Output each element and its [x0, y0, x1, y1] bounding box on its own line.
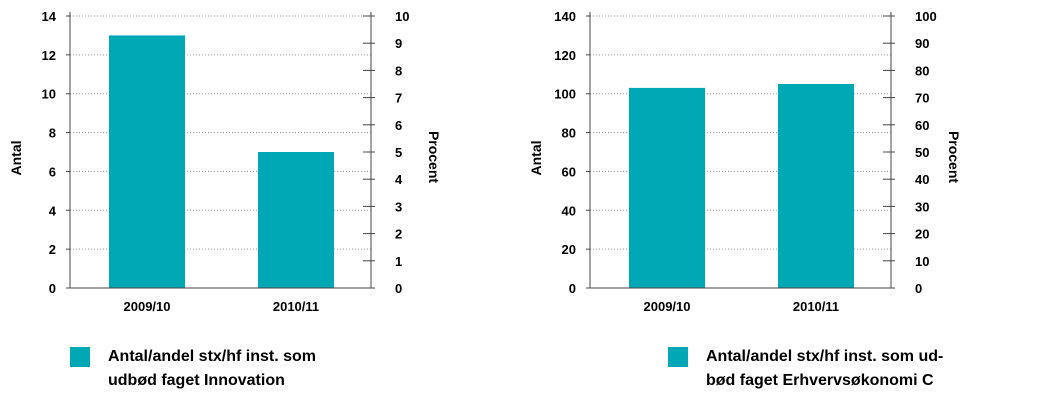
chart-innovation: 0 2 4 6 8 10 12 14 0 1 2 3 4 5 6 7 8 9 10 2009/10 2010/11 Ant…: [0, 0, 520, 330]
legend-innovation: Antal/andel stx/hf inst. som udbød faget…: [70, 345, 316, 393]
c1-y-axis-title: Antal: [528, 141, 544, 176]
c0-y2-tick-label: 0: [395, 281, 402, 296]
c0-y-tick-label: 4: [49, 203, 57, 218]
c1-y2-tick-label: 50: [915, 145, 929, 160]
c0-y-axis-title: Antal: [8, 141, 24, 176]
legend-text-erhvervsokonomi: Antal/andel stx/hf inst. som ud- bød fag…: [706, 345, 943, 393]
c1-y-tick-label: 80: [562, 126, 576, 141]
c1-y2-tick-label: 90: [915, 36, 929, 51]
c1-y2-axis-title: Procent: [946, 131, 962, 183]
c1-y-tick-label: 20: [562, 242, 576, 257]
legend-line-1: Antal/andel stx/hf inst. som ud-: [706, 348, 944, 365]
chart-erhvervsokonomi-svg: 0 20 40 60 80 100 120 140 0 10 20 30 40 50 60 70 80 90 100…: [528, 9, 962, 314]
c0-y2-axis-title: Procent: [426, 131, 442, 183]
c0-y2-tick-label: 10: [395, 9, 409, 24]
c1-y2-tick-label: 40: [915, 172, 929, 187]
c1-y-tick-label: 0: [569, 281, 576, 296]
c1-x-tick-label: 2010/11: [793, 299, 839, 314]
c0-y2-tick-label: 5: [395, 145, 402, 160]
legend-swatch-innovation: [70, 347, 90, 367]
c0-bar-2009-10: [109, 35, 185, 288]
c1-y2-tick-label: 0: [915, 281, 922, 296]
c1-y-tick-label: 140: [554, 9, 576, 24]
c0-bar-2010-11: [258, 152, 334, 288]
c1-y-tick-label: 100: [554, 87, 576, 102]
chart-erhvervsokonomi: 0 20 40 60 80 100 120 140 0 10 20 30 40 50 60 70 80 90 100…: [520, 0, 1040, 330]
c0-y-tick-label: 8: [49, 126, 56, 141]
c1-y2-tick-label: 80: [915, 63, 929, 78]
c0-y2-tick-label: 6: [395, 118, 402, 133]
c0-y-tick-label: 2: [49, 242, 56, 257]
c0-y-tick-label: 6: [49, 164, 56, 179]
c0-y2-tick-label: 7: [395, 91, 402, 106]
c0-x-tick-label: 2009/10: [124, 299, 171, 314]
legend-line-2: udbød faget Innovation: [108, 372, 285, 389]
c1-y-tick-label: 60: [562, 164, 576, 179]
c1-x-tick-label: 2009/10: [644, 299, 691, 314]
c0-y2-tick-label: 2: [395, 227, 402, 242]
c1-bar-2010-11: [778, 84, 854, 288]
c0-x-tick-label: 2010/11: [273, 299, 319, 314]
c0-y-tick-label: 10: [42, 87, 56, 102]
c1-y2-tick-label: 10: [915, 254, 929, 269]
c1-y2-tick-label: 20: [915, 227, 929, 242]
c1-bar-2009-10: [629, 87, 705, 288]
legend-line-1: Antal/andel stx/hf inst. som: [108, 348, 317, 365]
legend-line-2: bød faget Erhvervsøkonomi C: [706, 372, 934, 389]
c0-y2-tick-label: 4: [395, 172, 403, 187]
c1-y2-tick-label: 30: [915, 199, 929, 214]
c0-y-tick-label: 12: [42, 48, 56, 63]
c1-y2-tick-label: 100: [915, 9, 937, 24]
c0-y2-tick-label: 1: [395, 254, 402, 269]
c1-y2-tick-label: 60: [915, 118, 929, 133]
c1-y-tick-label: 120: [554, 48, 576, 63]
c0-y2-tick-label: 8: [395, 63, 402, 78]
c1-y2-tick-label: 70: [915, 91, 929, 106]
c0-y2-tick-label: 9: [395, 36, 402, 51]
legend-erhvervsokonomi: Antal/andel stx/hf inst. som ud- bød fag…: [668, 345, 943, 393]
legend-swatch-erhvervsokonomi: [668, 347, 688, 367]
c0-y-tick-label: 0: [49, 281, 56, 296]
c0-y2-tick-label: 3: [395, 199, 402, 214]
c1-y-tick-label: 40: [562, 203, 576, 218]
c0-y-tick-label: 14: [42, 9, 57, 24]
legend-text-innovation: Antal/andel stx/hf inst. som udbød faget…: [108, 345, 316, 393]
